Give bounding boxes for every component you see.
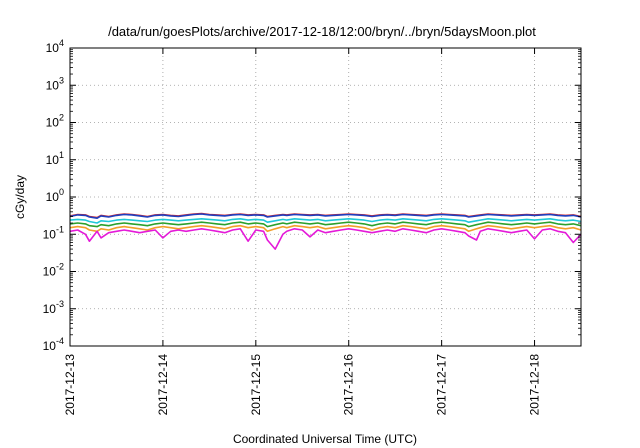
- y-tick-label: 103: [46, 75, 64, 92]
- series-line-4: [69, 221, 582, 228]
- y-tick-label: 10-2: [43, 262, 64, 279]
- x-tick-label: 2017-12-16: [342, 354, 356, 416]
- x-tick-label: 2017-12-14: [156, 354, 170, 416]
- y-ticks: 10-4 10-3 10-2 10-1 100 101 102 103 104: [43, 38, 581, 353]
- y-tick-label: 101: [46, 150, 64, 167]
- series-line-5: [69, 224, 582, 233]
- y-tick-label: 10-1: [43, 224, 64, 241]
- y-tick-label: 104: [46, 38, 64, 55]
- x-axis-label: Coordinated Universal Time (UTC): [233, 432, 417, 446]
- series-line-3: [69, 218, 582, 224]
- x-tick-label: 2017-12-15: [249, 354, 263, 416]
- series-line-2: [69, 213, 582, 219]
- x-tick-label: 2017-12-17: [435, 354, 449, 416]
- chart-title: /data/run/goesPlots/archive/2017-12-18/1…: [108, 24, 536, 39]
- y-tick-label: 10-4: [43, 336, 64, 353]
- y-axis-label: cGy/day: [13, 175, 27, 219]
- grid: [70, 48, 581, 346]
- series-line-6: [69, 228, 582, 250]
- x-tick-label: 2017-12-18: [528, 354, 542, 416]
- series-group: [69, 212, 582, 250]
- y-tick-label: 10-3: [43, 299, 64, 316]
- y-tick-label: 100: [46, 187, 64, 204]
- y-tick-label: 102: [46, 113, 64, 130]
- x-ticks: 2017-12-13 2017-12-14 2017-12-15 2017-12-16…: [63, 48, 542, 415]
- x-tick-label: 2017-12-13: [63, 354, 77, 416]
